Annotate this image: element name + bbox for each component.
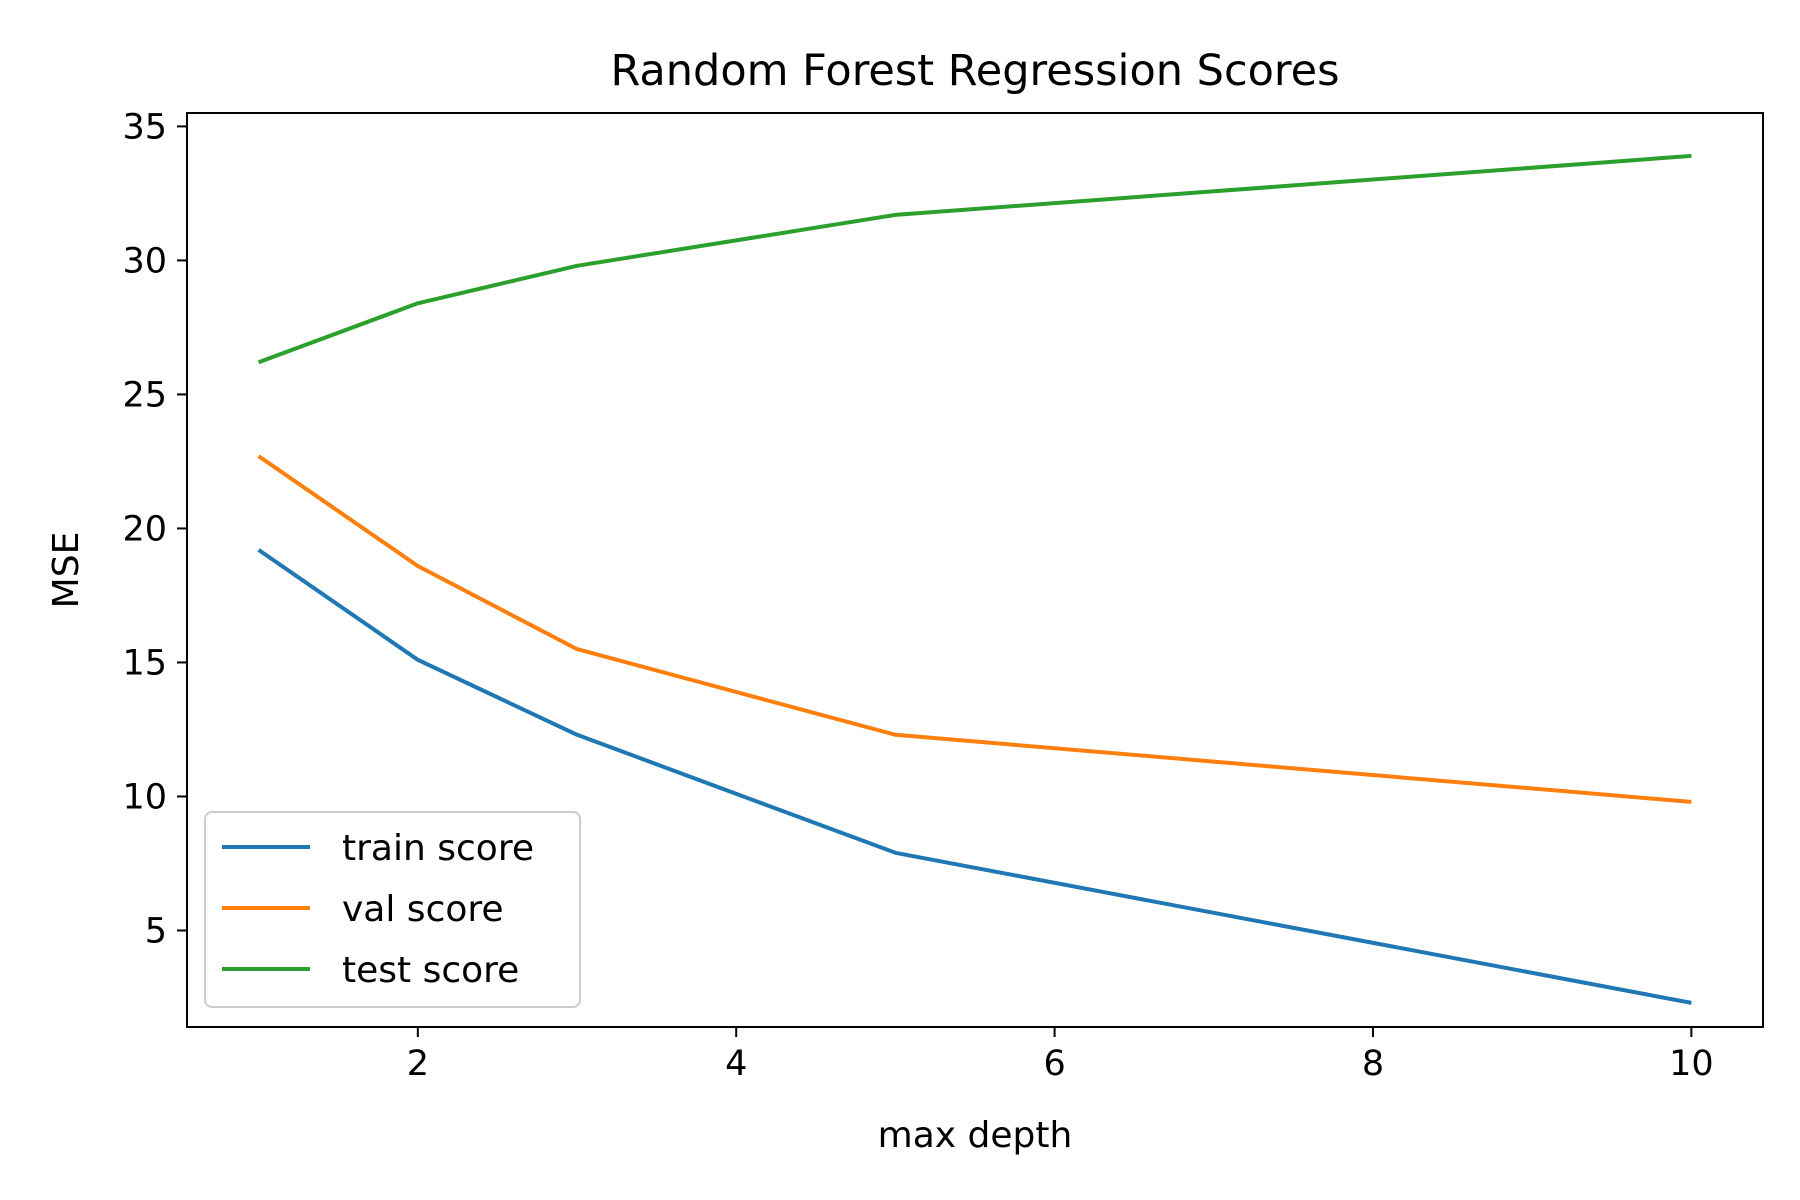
y-axis-label: MSE bbox=[46, 532, 87, 609]
x-tick-label: 6 bbox=[1043, 1044, 1065, 1084]
x-axis-label: max depth bbox=[878, 1115, 1073, 1156]
legend-box bbox=[204, 811, 581, 1008]
legend-label-2: val score bbox=[342, 889, 504, 930]
y-tick-label: 30 bbox=[122, 241, 167, 281]
series-layer bbox=[257, 153, 1692, 1005]
x-tick-label: 4 bbox=[725, 1044, 747, 1084]
y-tick-label: 25 bbox=[122, 375, 167, 415]
x-tick-label: 8 bbox=[1362, 1044, 1384, 1084]
legend-items: train score val score test score bbox=[222, 828, 534, 991]
y-tick-label: 15 bbox=[122, 643, 167, 683]
series-line-2 bbox=[257, 454, 1692, 804]
y-axis-ticks: 5 10 15 20 25 30 35 bbox=[122, 107, 187, 952]
plot-frame bbox=[186, 112, 1764, 1028]
y-tick-label: 10 bbox=[122, 777, 167, 817]
y-tick-label: 5 bbox=[145, 912, 167, 952]
legend: train score val score test score bbox=[204, 811, 581, 1008]
y-tick-label: 20 bbox=[122, 509, 167, 549]
series-line-3 bbox=[257, 153, 1692, 365]
chart-title: Random Forest Regression Scores bbox=[610, 46, 1339, 96]
series-line-1 bbox=[257, 548, 1692, 1005]
x-tick-label: 10 bbox=[1669, 1044, 1714, 1084]
x-axis-ticks: 2 4 6 8 10 bbox=[407, 1027, 1714, 1084]
legend-label-1: train score bbox=[342, 828, 534, 869]
y-tick-label: 35 bbox=[122, 107, 167, 147]
x-tick-label: 2 bbox=[407, 1044, 429, 1084]
legend-label-3: test score bbox=[342, 950, 519, 991]
